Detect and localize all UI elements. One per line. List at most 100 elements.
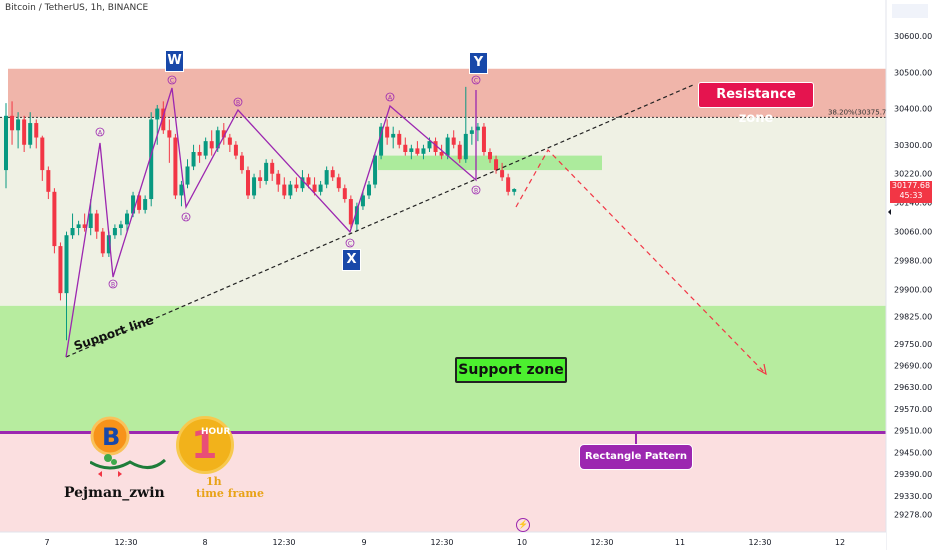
sub-wave-marker xyxy=(167,75,177,85)
candle-body xyxy=(34,123,39,138)
candle-body xyxy=(360,195,365,207)
bar-countdown: 45:33 xyxy=(899,191,923,200)
support-zone-label: Support zone xyxy=(455,357,567,383)
candle-body xyxy=(16,119,21,131)
sub-wave-label: C xyxy=(474,78,478,85)
price-tick-label: 29510.00 xyxy=(894,427,932,436)
candle-body xyxy=(46,170,51,192)
badge-number: 1 xyxy=(191,423,218,467)
time-tick-label: 7 xyxy=(44,538,49,547)
candle-body xyxy=(58,246,63,294)
candle-body xyxy=(221,130,226,138)
wave-label-x: X xyxy=(342,249,361,271)
price-scale-marker xyxy=(888,209,891,215)
timeframe-caption: time frame xyxy=(196,487,265,500)
candle-body xyxy=(367,184,371,196)
sub-wave-label: B xyxy=(111,282,115,289)
price-tick-label: 29750.00 xyxy=(894,340,932,349)
time-tick-label: 9 xyxy=(361,538,366,547)
candle-body xyxy=(354,206,359,225)
candle-body xyxy=(330,170,335,178)
sub-wave-marker xyxy=(345,238,355,248)
range-band xyxy=(0,117,886,306)
candle-body xyxy=(373,155,378,185)
candle-body xyxy=(227,137,232,145)
candle-body xyxy=(112,228,117,236)
candle-body xyxy=(118,224,123,228)
candle-body xyxy=(179,184,184,196)
lightning-icon[interactable]: ⚡ xyxy=(516,518,530,532)
candle-body xyxy=(40,137,45,171)
candle-body xyxy=(342,188,347,200)
price-tick-label: 30220.00 xyxy=(894,170,932,179)
rectangle-pattern-label: Rectangle Pattern xyxy=(579,444,693,470)
time-tick-label: 10 xyxy=(517,538,527,547)
candle-body xyxy=(306,177,311,185)
timeframe-value: 1h xyxy=(206,475,222,488)
candle-body xyxy=(161,108,166,131)
candle-body xyxy=(52,191,57,247)
candle-body xyxy=(445,137,450,156)
price-tick-label: 30400.00 xyxy=(894,105,932,114)
price-tick-label: 29390.00 xyxy=(894,470,932,479)
candle-body xyxy=(100,231,105,254)
time-tick-label: 12 xyxy=(835,538,845,547)
price-tick-label: 30500.00 xyxy=(894,68,932,77)
candle-body xyxy=(409,148,414,152)
candle-body xyxy=(215,130,220,149)
candle-body xyxy=(64,235,69,294)
candle-body xyxy=(324,170,329,185)
sub-wave-label: C xyxy=(170,78,174,85)
candle-body xyxy=(433,141,438,152)
wave-label-y: Y xyxy=(469,52,488,74)
resistance-zone-label: Resistance zone xyxy=(698,82,814,126)
candle-body xyxy=(191,152,196,167)
sub-wave-marker xyxy=(108,279,118,289)
below-support-band xyxy=(0,432,886,532)
sub-wave-label: A xyxy=(184,215,189,222)
price-tick-label: 29278.00 xyxy=(894,511,932,520)
candle-body xyxy=(385,126,390,138)
price-tick-label: 29570.00 xyxy=(894,405,932,414)
price-tick-label: 30300.00 xyxy=(894,141,932,150)
price-tick-label: 29330.00 xyxy=(894,492,932,501)
time-tick-label: 12:30 xyxy=(430,538,453,547)
wave-path xyxy=(65,87,477,358)
candle-body xyxy=(336,177,341,189)
support-zone xyxy=(0,305,886,433)
candle-body xyxy=(149,119,154,200)
price-tick-label: 29630.00 xyxy=(894,383,932,392)
projection-path xyxy=(515,149,767,375)
price-axis-button xyxy=(892,4,928,18)
candle-body xyxy=(403,144,408,152)
sub-wave-marker xyxy=(385,92,395,102)
time-tick-label: 11 xyxy=(675,538,685,547)
candle-body xyxy=(300,177,305,189)
candle-body xyxy=(379,126,384,156)
candle-body xyxy=(167,130,172,138)
candle-body xyxy=(276,173,281,185)
candle-body xyxy=(500,170,505,178)
candle-body xyxy=(457,144,462,160)
candle-body xyxy=(106,235,111,254)
candle-body xyxy=(312,184,317,192)
candle-body xyxy=(481,126,486,152)
sub-wave-marker xyxy=(471,185,481,195)
candle-body xyxy=(203,141,208,156)
candle-body xyxy=(4,115,8,171)
last-price-tag: 30177.68 45:33 xyxy=(890,181,932,203)
candle-body xyxy=(143,199,148,210)
candle-body xyxy=(494,159,499,171)
sub-wave-marker xyxy=(181,212,191,222)
time-tick-label: 8 xyxy=(202,538,207,547)
candle-body xyxy=(252,177,257,196)
author-name: Pejman_zwin xyxy=(64,485,165,501)
candle-body xyxy=(28,123,33,145)
sub-wave-label: A xyxy=(98,130,103,137)
one-hour-badge: 1 HOUR xyxy=(176,416,234,474)
candle-body xyxy=(439,152,444,156)
price-tick-label: 30600.00 xyxy=(894,32,932,41)
candle-body xyxy=(209,141,214,149)
price-axis xyxy=(886,0,932,550)
